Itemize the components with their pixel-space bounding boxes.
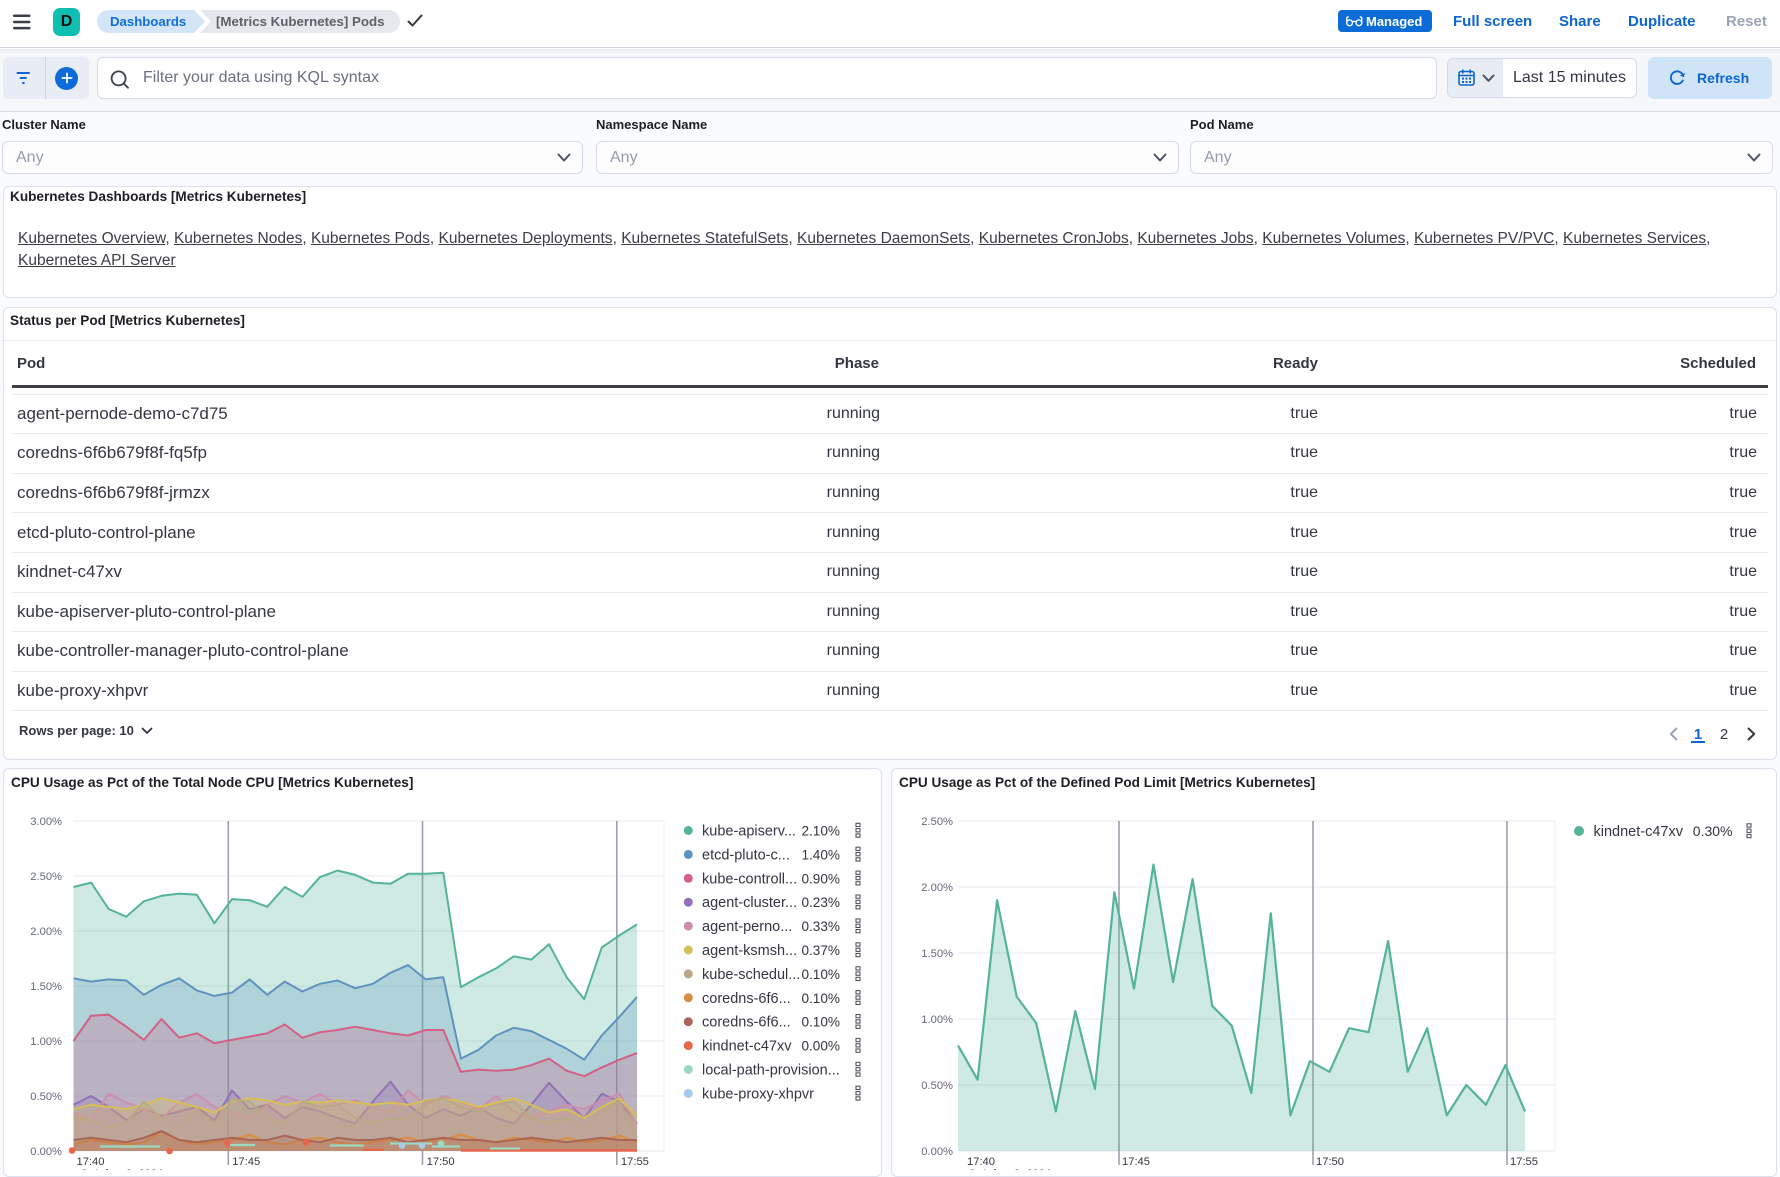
svg-text:17:40: 17:40 <box>967 1156 995 1168</box>
svg-text:agent-ksmsh...: agent-ksmsh... <box>702 943 797 959</box>
svg-text:0.00%: 0.00% <box>30 1146 62 1158</box>
svg-text:17:45: 17:45 <box>232 1156 260 1168</box>
svg-text:0.30%: 0.30% <box>1693 823 1733 839</box>
svg-text:etcd-pluto-c...: etcd-pluto-c... <box>702 847 790 863</box>
svg-text:2.50%: 2.50% <box>921 816 953 828</box>
svg-text:1.00%: 1.00% <box>30 1036 62 1048</box>
svg-text:17:40: 17:40 <box>77 1156 105 1168</box>
svg-text:1.00%: 1.00% <box>921 1014 953 1026</box>
svg-text:0.50%: 0.50% <box>30 1091 62 1103</box>
svg-text:0.37%: 0.37% <box>801 943 840 958</box>
svg-text:0.23%: 0.23% <box>801 895 840 910</box>
svg-text:17:55: 17:55 <box>1510 1156 1538 1168</box>
svg-text:0.10%: 0.10% <box>801 991 840 1006</box>
svg-text:local-path-provision...: local-path-provision... <box>702 1063 840 1079</box>
svg-text:0.00%: 0.00% <box>921 1146 953 1158</box>
svg-text:17:50: 17:50 <box>1316 1156 1344 1168</box>
svg-text:17:50: 17:50 <box>427 1156 455 1168</box>
svg-text:October 8, 2024: October 8, 2024 <box>80 1168 164 1170</box>
svg-text:kube-proxy-xhpvr: kube-proxy-xhpvr <box>702 1086 814 1102</box>
svg-text:0.90%: 0.90% <box>801 871 840 886</box>
svg-text:3.00%: 3.00% <box>30 816 62 828</box>
svg-text:kube-controll...: kube-controll... <box>702 871 797 887</box>
svg-text:kube-schedul...: kube-schedul... <box>702 967 800 983</box>
svg-text:17:45: 17:45 <box>1122 1156 1150 1168</box>
svg-text:0.10%: 0.10% <box>801 967 840 982</box>
svg-text:1.50%: 1.50% <box>30 981 62 993</box>
svg-text:2.10%: 2.10% <box>801 824 840 839</box>
svg-text:coredns-6f6...: coredns-6f6... <box>702 991 791 1007</box>
svg-text:0.50%: 0.50% <box>921 1080 953 1092</box>
svg-text:0.10%: 0.10% <box>801 1015 840 1030</box>
svg-text:2.50%: 2.50% <box>30 871 62 883</box>
svg-text:kindnet-c47xv: kindnet-c47xv <box>1594 824 1684 840</box>
svg-text:October 8, 2024: October 8, 2024 <box>968 1168 1052 1170</box>
svg-text:coredns-6f6...: coredns-6f6... <box>702 1015 791 1031</box>
svg-text:agent-cluster...: agent-cluster... <box>702 895 797 911</box>
svg-text:kube-apiserv...: kube-apiserv... <box>702 824 796 840</box>
svg-text:kindnet-c47xv: kindnet-c47xv <box>702 1039 792 1055</box>
svg-text:2.00%: 2.00% <box>30 926 62 938</box>
svg-text:0.33%: 0.33% <box>801 919 840 934</box>
svg-text:1.50%: 1.50% <box>921 948 953 960</box>
svg-text:0.00%: 0.00% <box>801 1039 840 1054</box>
svg-text:agent-perno...: agent-perno... <box>702 919 792 935</box>
svg-text:17:55: 17:55 <box>621 1156 649 1168</box>
svg-text:1.40%: 1.40% <box>801 847 840 862</box>
svg-text:2.00%: 2.00% <box>921 882 953 894</box>
